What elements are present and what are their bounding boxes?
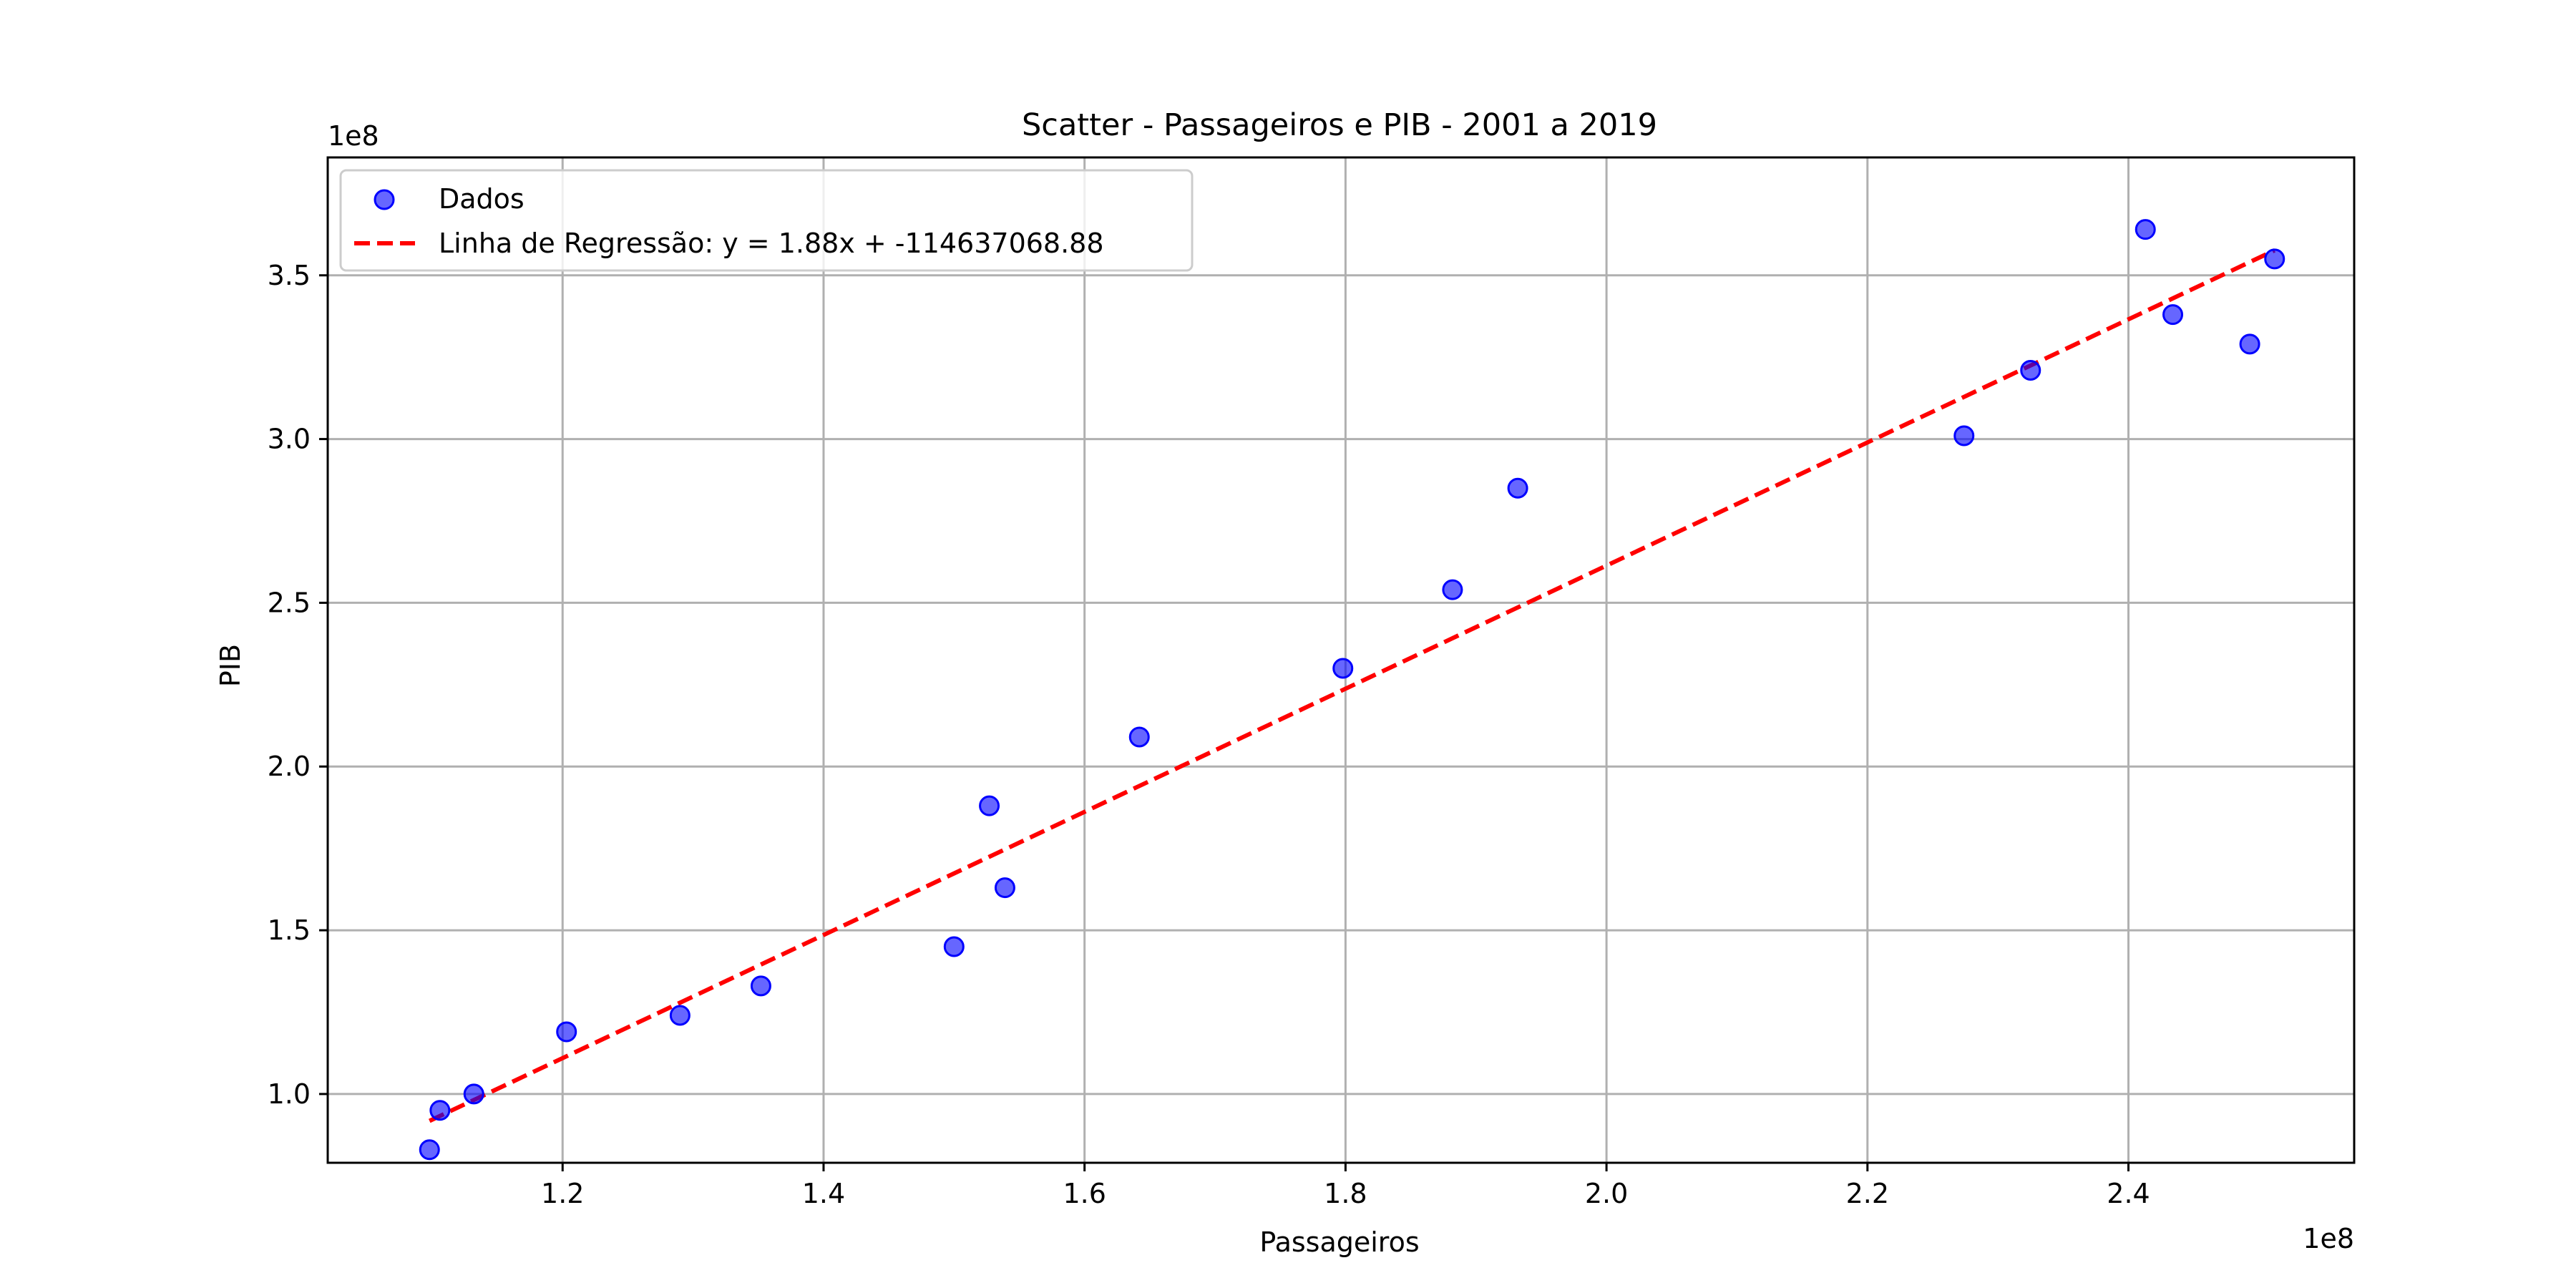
grid [328,157,2354,1163]
legend-label-dados: Dados [439,183,525,215]
y-tick-label: 2.0 [268,751,311,782]
plot-frame [326,156,2356,1164]
data-point [750,975,771,997]
data-point [1442,579,1463,600]
y-axis-ticks: 1.0 1.5 2.0 2.5 3.0 3.5 [268,260,328,1110]
x-tick-label: 1.8 [1324,1178,1367,1209]
data-point [429,1100,451,1121]
y-tick-label: 2.5 [268,587,311,618]
y-tick-label: 3.5 [268,260,311,291]
x-tick-label: 1.2 [541,1178,584,1209]
x-tick-label: 1.4 [802,1178,845,1209]
data-point [2264,248,2285,270]
data-point [979,795,1000,816]
data-point [2162,304,2184,326]
data-point [1507,477,1528,499]
data-point [419,1139,440,1161]
regression-layer [428,248,2276,1123]
data-point [1128,726,1150,748]
data-point [669,1005,691,1026]
data-point [1332,658,1354,679]
y-tick-label: 1.0 [268,1078,311,1110]
x-tick-label: 1.6 [1063,1178,1106,1209]
x-axis-offset-text: 1e8 [2303,1223,2354,1254]
y-axis-label: PIB [215,644,246,687]
x-tick-label: 2.0 [1585,1178,1628,1209]
data-point [943,936,965,957]
scatter-points [419,219,2285,1161]
y-tick-label: 3.0 [268,424,311,455]
y-tick-label: 1.5 [268,914,311,946]
legend: Dados Linha de Regressão: y = 1.88x + -1… [339,169,1194,272]
data-point [2020,359,2041,381]
y-axis-offset-text: 1e8 [328,120,379,152]
x-axis-ticks: 1.2 1.4 1.6 1.8 2.0 2.2 2.4 [541,1163,2150,1209]
data-point [1953,425,1975,447]
data-point [463,1083,484,1105]
x-axis-label: Passageiros [1259,1226,1419,1258]
data-point [2135,219,2156,240]
data-point [2239,333,2260,355]
x-tick-label: 2.2 [1846,1178,1889,1209]
x-tick-label: 2.4 [2107,1178,2150,1209]
legend-box [339,169,1194,272]
legend-marker-dados [374,189,395,210]
regression-line [428,248,2276,1123]
chart-title: Scatter - Passageiros e PIB - 2001 a 201… [1022,107,1657,143]
legend-label-regression: Linha de Regressão: y = 1.88x + -1146370… [439,228,1104,259]
data-point [556,1021,577,1043]
data-point [994,877,1015,899]
